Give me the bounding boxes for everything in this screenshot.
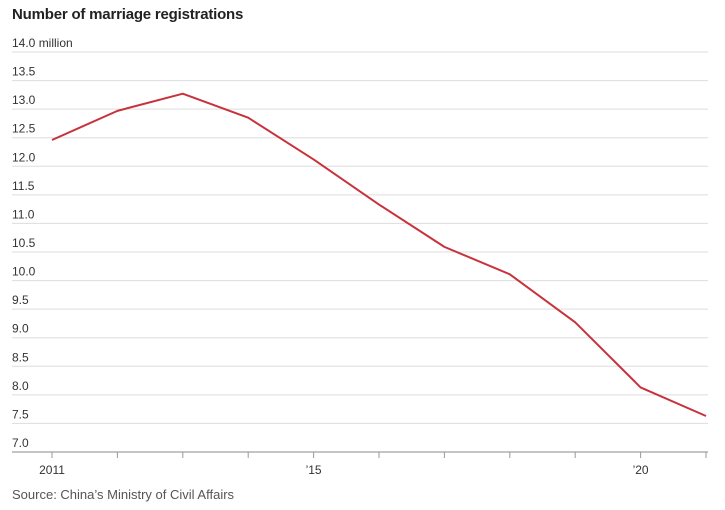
chart-source: Source: China’s Ministry of Civil Affair… <box>12 487 235 502</box>
y-gridlines <box>12 51 708 453</box>
data-series <box>51 92 707 417</box>
y-tick-label: 9.5 <box>12 293 29 307</box>
y-tick-labels: 7.0 7.5 8.0 8.5 9.0 9.5 10.0 10.5 11.0 11.5 12.0 12… <box>12 36 73 450</box>
y-tick-label: 9.0 <box>12 322 29 336</box>
x-tick-labels: 2011 ’15 ’20 <box>39 463 649 477</box>
y-tick-label: 8.0 <box>12 379 29 393</box>
y-tick-label: 11.0 <box>12 207 35 221</box>
y-tick-label: 12.0 <box>12 150 36 164</box>
y-tick-label: 8.5 <box>12 350 29 364</box>
x-tick-marks <box>51 452 707 458</box>
y-tick-label: 14.0 million <box>12 36 73 50</box>
y-tick-label: 12.5 <box>12 122 36 136</box>
y-tick-label: 10.5 <box>12 236 36 250</box>
y-tick-label: 7.0 <box>12 436 29 450</box>
x-tick-label: 2011 <box>39 463 65 477</box>
series-line <box>51 92 707 417</box>
x-tick-label: ’15 <box>306 463 322 477</box>
x-tick-label: ’20 <box>633 463 649 477</box>
y-tick-label: 10.0 <box>12 265 36 279</box>
y-tick-label: 7.5 <box>12 407 29 421</box>
y-tick-label: 13.5 <box>12 65 36 79</box>
y-tick-label: 13.0 <box>12 93 36 107</box>
chart-title: Number of marriage registrations <box>12 6 244 23</box>
y-tick-label: 11.5 <box>12 179 35 193</box>
